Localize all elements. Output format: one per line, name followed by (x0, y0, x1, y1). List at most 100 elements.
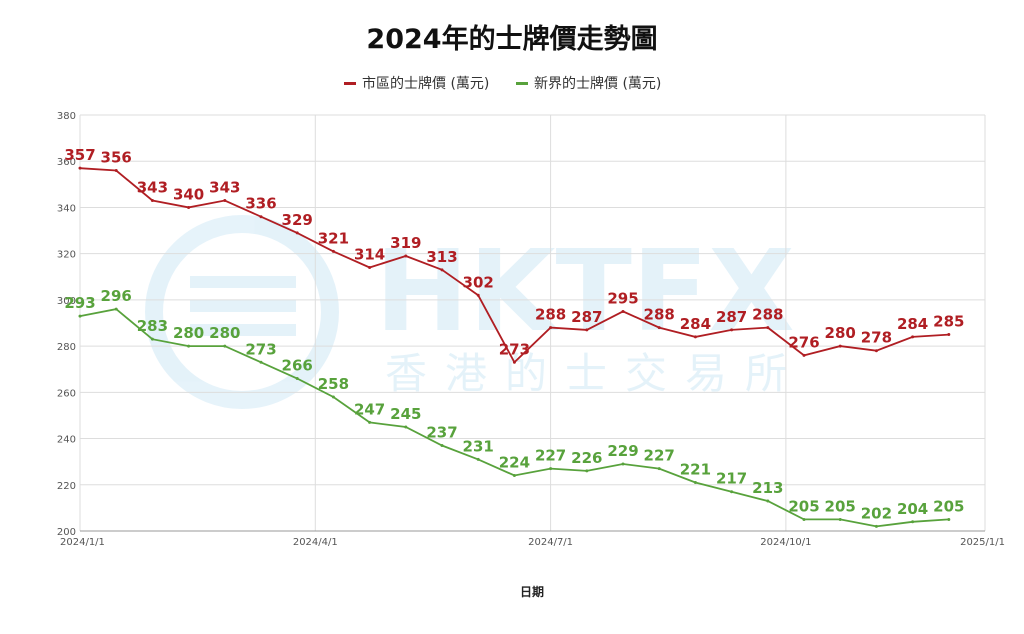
data-label: 276 (788, 333, 819, 351)
data-label: 227 (644, 447, 675, 465)
data-label: 224 (499, 454, 530, 472)
data-point (187, 344, 191, 348)
data-label: 313 (426, 248, 457, 266)
data-point (911, 335, 915, 339)
data-point (693, 480, 697, 484)
data-point (440, 268, 444, 272)
data-label: 229 (607, 442, 638, 460)
y-tick-label: 200 (57, 527, 76, 538)
data-point (766, 499, 770, 503)
data-point (368, 420, 372, 424)
data-point (476, 293, 480, 297)
legend-swatch (344, 82, 356, 85)
data-point (150, 337, 154, 341)
y-tick-label: 260 (57, 388, 76, 399)
data-label: 302 (463, 273, 494, 291)
data-label: 284 (680, 315, 711, 333)
data-label: 343 (209, 179, 240, 197)
data-point (838, 344, 842, 348)
x-tick-label: 2024/7/1 (528, 537, 573, 548)
x-tick-label: 2024/4/1 (293, 537, 338, 548)
data-point (295, 376, 299, 380)
data-label: 237 (426, 423, 457, 441)
data-point (657, 326, 661, 330)
data-point (874, 349, 878, 353)
y-tick-label: 300 (57, 296, 76, 307)
data-point (114, 168, 118, 172)
x-tick-label: 2024/1/1 (60, 537, 105, 548)
y-tick-label: 320 (57, 250, 76, 261)
data-label: 278 (861, 329, 892, 347)
data-label: 285 (933, 313, 964, 331)
data-point (331, 249, 335, 253)
data-label: 227 (535, 447, 566, 465)
data-point (585, 469, 589, 473)
data-label: 336 (245, 195, 276, 213)
y-tick-label: 280 (57, 342, 76, 353)
data-point (585, 328, 589, 332)
data-label: 314 (354, 246, 385, 264)
data-label: 284 (897, 315, 928, 333)
data-point (440, 443, 444, 447)
x-axis-label: 日期 (520, 584, 544, 599)
data-point (512, 474, 516, 478)
data-label: 205 (825, 497, 856, 515)
data-label: 296 (101, 287, 132, 305)
data-point (947, 333, 951, 337)
data-point (150, 199, 154, 203)
data-label: 245 (390, 405, 421, 423)
data-label: 343 (137, 179, 168, 197)
legend: 市區的士牌價 (萬元) 新界的士牌價 (萬元) (344, 75, 661, 92)
data-point (838, 517, 842, 521)
data-label: 273 (245, 340, 276, 358)
watermark-circle (145, 215, 339, 409)
data-point (549, 467, 553, 471)
watermark-bar (190, 324, 296, 336)
y-tick-label: 380 (57, 111, 76, 122)
data-label: 205 (933, 497, 964, 515)
data-label: 202 (861, 504, 892, 522)
data-point (476, 457, 480, 461)
data-point (621, 309, 625, 313)
watermark-bar (190, 300, 296, 312)
data-label: 293 (64, 294, 95, 312)
data-label: 288 (644, 306, 675, 324)
data-label: 247 (354, 400, 385, 418)
data-point (78, 314, 82, 318)
legend-label: 新界的士牌價 (萬元) (534, 75, 661, 92)
data-label: 357 (64, 146, 95, 164)
data-point (331, 395, 335, 399)
data-point (78, 166, 82, 170)
data-point (404, 254, 408, 258)
y-tick-label: 360 (57, 157, 76, 168)
x-tick-label: 2024/10/1 (760, 537, 811, 548)
data-point (549, 326, 553, 330)
data-point (512, 360, 516, 364)
data-label: 258 (318, 375, 349, 393)
data-point (621, 462, 625, 466)
data-label: 287 (571, 308, 602, 326)
data-label: 319 (390, 234, 421, 252)
data-point (187, 205, 191, 209)
legend-swatch (516, 82, 528, 85)
data-point (874, 524, 878, 528)
data-point (802, 353, 806, 357)
legend-label: 市區的士牌價 (萬元) (362, 75, 489, 92)
data-point (295, 231, 299, 235)
data-point (368, 266, 372, 270)
data-label: 288 (535, 306, 566, 324)
watermark-subtext: 香港的士交易所 (385, 349, 805, 398)
data-point (114, 307, 118, 311)
y-tick-label: 220 (57, 481, 76, 492)
data-label: 273 (499, 340, 530, 358)
data-point (657, 467, 661, 471)
data-label: 221 (680, 460, 711, 478)
data-label: 280 (825, 324, 856, 342)
y-tick-label: 240 (57, 435, 76, 446)
data-label: 280 (173, 324, 204, 342)
data-point (223, 199, 227, 203)
data-point (223, 344, 227, 348)
data-label: 321 (318, 229, 349, 247)
data-point (693, 335, 697, 339)
